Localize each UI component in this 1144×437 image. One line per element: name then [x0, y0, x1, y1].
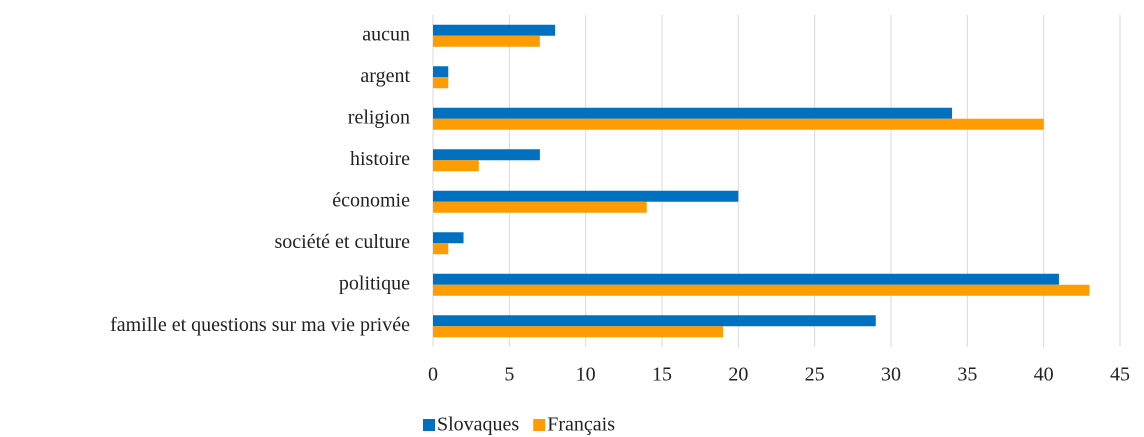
y-tick-label: politique: [339, 272, 410, 294]
bar: [433, 35, 540, 47]
bar: [433, 243, 449, 255]
bar: [433, 273, 1059, 285]
y-tick-label: aucun: [362, 23, 410, 45]
y-tick-label: histoire: [350, 148, 410, 170]
x-tick-label: 15: [652, 364, 672, 386]
x-tick-label: 0: [428, 364, 438, 386]
bar: [433, 284, 1090, 296]
legend-swatch: [423, 419, 435, 431]
x-tick-label: 25: [805, 364, 825, 386]
bar: [433, 66, 449, 78]
y-tick-label: économie: [332, 189, 410, 211]
bar: [433, 149, 540, 161]
legend-label: Slovaques: [437, 414, 519, 436]
bar: [433, 326, 724, 338]
bar: [433, 201, 647, 213]
y-tick-label: argent: [360, 65, 410, 87]
bar: [433, 190, 739, 202]
x-tick-label: 20: [728, 364, 748, 386]
bar: [433, 118, 1044, 130]
x-tick-label: 30: [881, 364, 901, 386]
bar: [433, 77, 449, 89]
x-tick-label: 10: [576, 364, 596, 386]
bar: [433, 232, 464, 244]
x-tick-label: 45: [1110, 364, 1130, 386]
y-tick-label: famille et questions sur ma vie privée: [110, 314, 410, 336]
x-tick-label: 5: [504, 364, 514, 386]
y-tick-label: religion: [348, 106, 410, 128]
legend-swatch: [533, 419, 546, 431]
bar: [433, 160, 479, 172]
bar: [433, 24, 556, 36]
y-tick-label: société et culture: [275, 231, 411, 253]
legend-label: Français: [547, 414, 615, 436]
bar: [433, 315, 876, 327]
bar: [433, 107, 953, 119]
x-tick-label: 35: [957, 364, 977, 386]
x-tick-label: 40: [1034, 364, 1054, 386]
